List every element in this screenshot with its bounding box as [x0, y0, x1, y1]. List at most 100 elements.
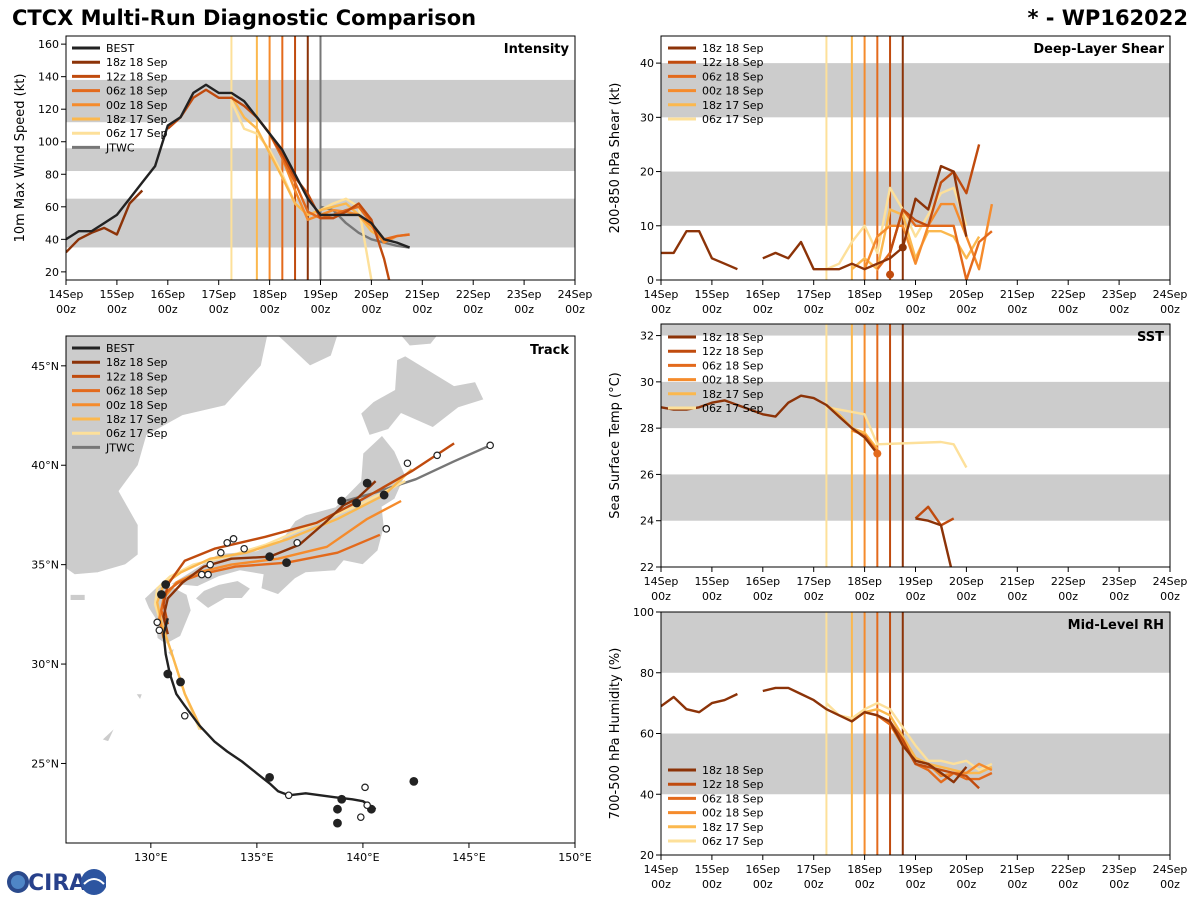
x-tick-label: 00z: [56, 303, 76, 316]
x-tick-label: 00z: [1160, 878, 1180, 891]
legend-label-12z-18-sep: 12z 18 Sep: [702, 345, 764, 358]
x-tick-label: 18Sep: [847, 575, 882, 588]
map-frame: [65, 335, 576, 844]
series-line-best: [66, 83, 411, 249]
shade-band: [661, 324, 1170, 336]
x-tick-label: 00z: [651, 590, 671, 603]
series-line-12z-18-sep: [888, 144, 981, 254]
y-tick-label: 0: [647, 274, 654, 287]
legend-label-18z-18-sep: 18z 18 Sep: [106, 56, 168, 69]
land-hokkaido: [360, 355, 485, 436]
x-tick-label: 20Sep: [354, 288, 389, 301]
y-tick-label: 20: [640, 849, 654, 862]
x-tick-label: 130°E: [134, 851, 167, 864]
x-tick-label: 15Sep: [695, 575, 730, 588]
x-tick-label: 00z: [957, 303, 977, 316]
y-tick-label: 28: [640, 422, 654, 435]
legend-label-18z-18-sep: 18z 18 Sep: [702, 764, 764, 777]
x-tick-label: 145°E: [452, 851, 485, 864]
x-tick-label: 00z: [804, 590, 824, 603]
x-tick-label: 16Sep: [745, 575, 780, 588]
legend-label-06z-17-sep: 06z 17 Sep: [106, 127, 168, 140]
x-tick-label: 21Sep: [1000, 863, 1035, 876]
cira-logo-text: CIRA: [28, 871, 86, 896]
y-tick-label: 100: [38, 136, 59, 149]
shade-band: [661, 612, 1170, 673]
y-tick-label: 20: [640, 166, 654, 179]
land-shikoku: [194, 580, 252, 609]
legend-label-jtwc: JTWC: [105, 441, 135, 454]
track-point-filled: [161, 580, 171, 589]
legend-label-06z-17-sep: 06z 17 Sep: [702, 835, 764, 848]
land-mainland: [66, 336, 268, 576]
series-line-18z-18-sep: [66, 189, 144, 254]
track-point-open: [153, 618, 161, 627]
y-tick-label: 35°N: [31, 559, 59, 572]
track-line-jtwc: [337, 444, 491, 505]
x-tick-label: 00z: [651, 303, 671, 316]
x-tick-label: 00z: [651, 878, 671, 891]
legend-label-00z-18-sep: 00z 18 Sep: [106, 99, 168, 112]
legend-label-06z-18-sep: 06z 18 Sep: [106, 85, 168, 98]
x-tick-label: 00z: [463, 303, 483, 316]
x-tick-label: 00z: [1160, 303, 1180, 316]
x-tick-label: 00z: [1007, 303, 1027, 316]
x-tick-label: 00z: [906, 878, 926, 891]
y-tick-label: 80: [45, 168, 59, 181]
legend-label-18z-17-sep: 18z 17 Sep: [702, 388, 764, 401]
x-tick-label: 19Sep: [898, 575, 933, 588]
legend-label-18z-18-sep: 18z 18 Sep: [106, 356, 168, 369]
plot-area: [661, 36, 1170, 280]
y-axis-label: 200-850 hPa Shear (kt): [608, 83, 623, 234]
x-tick-label: 140°E: [346, 851, 379, 864]
x-tick-label: 00z: [855, 590, 875, 603]
track-point-open: [486, 441, 494, 450]
y-tick-label: 20: [45, 266, 59, 279]
x-tick-label: 22Sep: [1051, 575, 1086, 588]
y-tick-label: 30: [640, 376, 654, 389]
land-okinawa: [101, 727, 116, 743]
series-line-18z-18-sep: [915, 517, 953, 567]
x-tick-label: 18Sep: [847, 863, 882, 876]
legend-label-18z-17-sep: 18z 17 Sep: [702, 99, 764, 112]
legend-label-18z-18-sep: 18z 18 Sep: [702, 331, 764, 344]
x-tick-label: 17Sep: [796, 863, 831, 876]
x-tick-label: 00z: [1058, 878, 1078, 891]
intensity-panel: 20 40 60 80 100 120 140 160 14Sep 00z 15Sep 00z 16Se…: [13, 35, 592, 316]
x-tick-label: 00z: [753, 590, 773, 603]
x-tick-label: 23Sep: [1102, 288, 1137, 301]
track-point-open: [382, 525, 391, 533]
x-tick-label: 16Sep: [150, 288, 185, 301]
y-tick-label: 160: [38, 38, 59, 51]
y-tick-label: 140: [38, 71, 59, 84]
track-point-open: [284, 791, 293, 800]
x-tick-label: 22Sep: [456, 288, 491, 301]
x-tick-label: 14Sep: [49, 288, 84, 301]
x-tick-label: 14Sep: [644, 863, 679, 876]
legend-label-06z-18-sep: 06z 18 Sep: [702, 359, 764, 372]
shear-panel: 0 10 20 30 40 14Sep 00z 15Sep 00z 16Sep 00z 17Sep 00…: [608, 35, 1188, 316]
y-tick-label: 32: [640, 330, 654, 343]
track-point-open: [206, 560, 215, 569]
track-point-open: [217, 548, 225, 557]
x-tick-label: 00z: [565, 303, 585, 316]
plot-area: [661, 612, 1170, 855]
x-tick-label: 24Sep: [1153, 288, 1188, 301]
series-line-12z-18-sep: [914, 505, 955, 527]
x-tick-label: 22Sep: [1051, 863, 1086, 876]
x-tick-label: 21Sep: [405, 288, 440, 301]
track-point-filled: [333, 804, 342, 814]
map-area: [66, 336, 494, 828]
x-tick-label: 00z: [514, 303, 534, 316]
track-point-open: [363, 801, 371, 810]
track-point-filled: [362, 478, 372, 488]
nesdis-icon: [81, 869, 106, 895]
x-tick-label: 00z: [753, 878, 773, 891]
x-tick-label: 17Sep: [201, 288, 236, 301]
figure-title: CTCX Multi-Run Diagnostic Comparison: [12, 6, 477, 30]
x-tick-label: 00z: [906, 590, 926, 603]
x-tick-label: 14Sep: [644, 575, 679, 588]
series-line-06z-17-sep: [825, 701, 993, 772]
